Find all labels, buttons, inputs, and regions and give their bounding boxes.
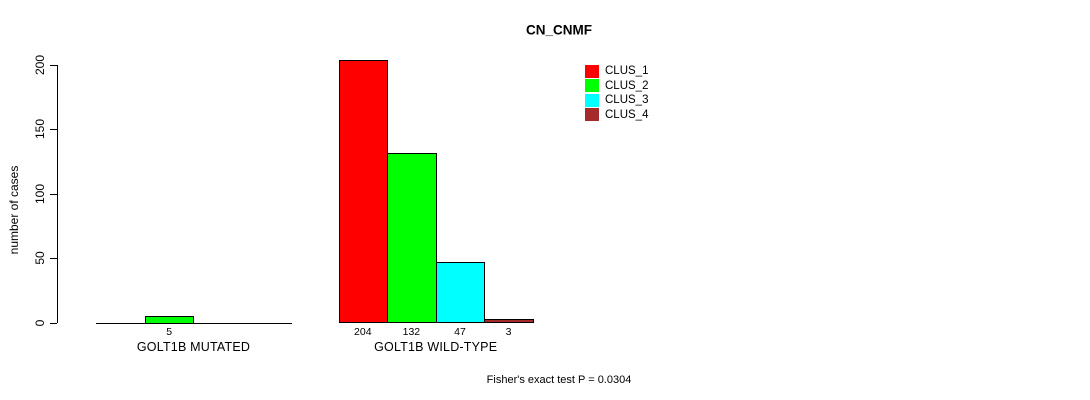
legend-label: CLUS_2 (605, 79, 649, 92)
group-label: GOLT1B MUTATED (136, 340, 251, 354)
y-tick-150 (50, 129, 57, 131)
y-tick-label-100: 100 (33, 183, 47, 204)
bar-clus_3-group2 (435, 261, 486, 324)
y-tick-100 (50, 193, 57, 195)
bar-clus_4-group1-zero (242, 322, 292, 324)
legend-item-clus_3: CLUS_3 (585, 93, 648, 107)
legend-item-clus_4: CLUS_4 (585, 108, 648, 122)
y-axis-line (57, 65, 58, 323)
y-tick-50 (50, 258, 57, 260)
bar-value-label: 204 (354, 326, 372, 338)
y-axis-title: number of cases (7, 165, 21, 255)
y-tick-label-150: 150 (33, 119, 47, 140)
y-tick-0 (50, 322, 57, 324)
y-tick-label-200: 200 (33, 54, 47, 76)
bar-value-label: 132 (402, 326, 421, 338)
legend-label: CLUS_3 (605, 94, 649, 107)
legend-swatch-icon (585, 79, 599, 93)
legend-item-clus_2: CLUS_2 (585, 79, 648, 93)
bar-clus_3-group1-zero (193, 322, 244, 324)
bar-value-label: 5 (166, 326, 173, 338)
bar-clus_2-group2 (387, 152, 437, 324)
legend-swatch-icon (585, 108, 599, 122)
legend-swatch-icon (585, 93, 599, 107)
legend-item-clus_1: CLUS_1 (585, 64, 648, 78)
bar-clus_4-group2 (484, 318, 534, 324)
y-tick-label-50: 50 (33, 251, 47, 265)
fisher-test-annotation: Fisher's exact test P = 0.0304 (486, 374, 632, 386)
legend-swatch-icon (585, 64, 599, 78)
bar-clus_1-group2 (338, 59, 389, 324)
bar-clus_1-group1-zero (96, 322, 146, 324)
chart-title: CN_CNMF (526, 22, 592, 38)
bar-clus_2-group1 (144, 316, 195, 324)
legend-label: CLUS_4 (605, 108, 649, 121)
group-label: GOLT1B WILD-TYPE (374, 340, 498, 354)
y-tick-200 (50, 65, 57, 66)
legend-label: CLUS_1 (605, 65, 649, 77)
bar-value-label: 3 (505, 326, 512, 338)
bar-value-label: 47 (454, 326, 466, 338)
y-tick-label-0: 0 (33, 319, 47, 326)
